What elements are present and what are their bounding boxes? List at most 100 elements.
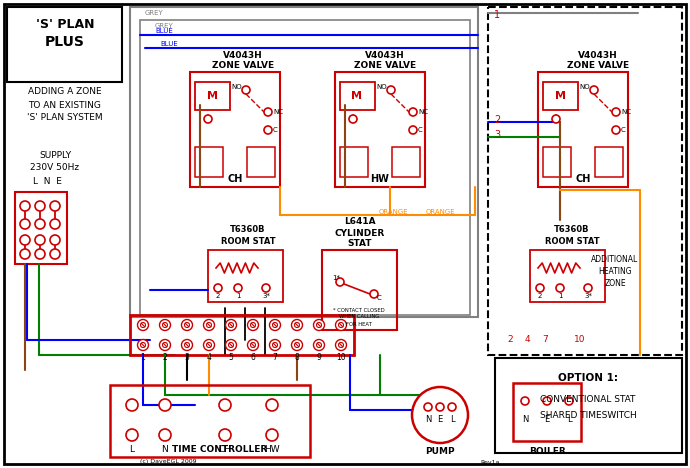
Text: C: C [377,295,382,301]
Text: 8: 8 [295,352,299,361]
Text: 230V 50Hz: 230V 50Hz [30,162,79,171]
Circle shape [159,429,171,441]
Text: 1: 1 [494,10,500,20]
Circle shape [20,201,30,211]
Circle shape [339,322,344,328]
Bar [140,20,470,315]
Circle shape [556,284,564,292]
Text: SHARED TIMESWITCH: SHARED TIMESWITCH [540,411,636,421]
Text: 6: 6 [250,352,255,361]
Circle shape [163,322,168,328]
Text: GREY: GREY [155,23,174,29]
Text: ORANGE: ORANGE [378,209,408,215]
Text: CONVENTIONAL STAT: CONVENTIONAL STAT [540,395,635,404]
Text: CH: CH [219,446,232,454]
Bar [595,147,623,177]
Circle shape [159,339,170,351]
Circle shape [273,322,277,328]
Text: FOR HEAT: FOR HEAT [346,322,372,327]
Circle shape [264,126,272,134]
Text: WHEN CALLING: WHEN CALLING [339,314,379,320]
Circle shape [335,320,346,330]
Text: GREY: GREY [145,10,164,16]
Bar [208,250,283,302]
Circle shape [264,108,272,116]
Text: NC: NC [418,109,428,115]
Circle shape [270,339,281,351]
Text: NO: NO [580,84,591,90]
Text: M: M [555,91,566,101]
Text: M: M [351,91,362,101]
Text: TO AN EXISTING: TO AN EXISTING [28,101,101,110]
Text: C: C [418,127,423,133]
Text: BLUE: BLUE [155,28,172,34]
Circle shape [50,235,60,245]
Text: V4043H: V4043H [578,51,618,59]
Text: HW: HW [371,174,389,184]
Text: 1: 1 [558,293,562,299]
Text: E: E [544,415,550,424]
Circle shape [206,322,212,328]
Text: ZONE VALVE: ZONE VALVE [567,60,629,70]
Text: ADDING A ZONE: ADDING A ZONE [28,88,102,96]
Bar [195,147,223,177]
Circle shape [219,399,231,411]
Bar [335,72,425,187]
Circle shape [339,343,344,348]
Text: L: L [130,446,135,454]
Text: 7: 7 [273,352,277,361]
Circle shape [409,108,417,116]
Circle shape [412,387,468,443]
Circle shape [234,284,242,292]
Text: Rev1a: Rev1a [480,460,500,465]
Text: ZONE: ZONE [604,279,626,288]
Bar [130,315,354,355]
Bar [7,7,122,82]
Circle shape [266,399,278,411]
Circle shape [336,278,344,286]
Circle shape [242,86,250,94]
Circle shape [50,219,60,229]
Circle shape [126,399,138,411]
Circle shape [20,235,30,245]
Text: ZONE VALVE: ZONE VALVE [354,60,416,70]
Text: * CONTACT CLOSED: * CONTACT CLOSED [333,307,385,313]
Text: CH: CH [227,174,243,184]
Text: SUPPLY: SUPPLY [39,151,71,160]
Bar [340,82,375,110]
Text: 2: 2 [538,293,542,299]
Circle shape [226,320,237,330]
Bar [340,147,368,177]
Text: PLUS: PLUS [45,35,85,49]
Text: 'S' PLAN: 'S' PLAN [36,19,95,31]
Text: CYLINDER: CYLINDER [335,228,385,237]
Text: M: M [206,91,217,101]
Text: ROOM STAT: ROOM STAT [221,236,275,246]
Text: ADDITIONAL: ADDITIONAL [591,256,639,264]
Circle shape [543,397,551,405]
Text: 4: 4 [524,336,530,344]
Text: 'S' PLAN SYSTEM: 'S' PLAN SYSTEM [27,112,103,122]
Circle shape [184,343,190,348]
Circle shape [159,320,170,330]
Circle shape [590,86,598,94]
Circle shape [20,249,30,259]
Circle shape [266,429,278,441]
Text: 10: 10 [574,336,586,344]
Circle shape [141,322,146,328]
Circle shape [35,201,45,211]
Text: 3*: 3* [262,293,270,299]
Text: 2: 2 [494,115,500,125]
Text: T6360B: T6360B [554,226,590,234]
Bar [543,82,578,110]
Bar [322,250,397,330]
Circle shape [349,115,357,123]
Text: 5: 5 [228,352,233,361]
Circle shape [228,322,233,328]
Circle shape [181,339,193,351]
Text: N: N [522,415,528,424]
Text: NO: NO [377,84,387,90]
Text: ROOM STAT: ROOM STAT [544,236,600,246]
Bar [543,147,571,177]
Text: V4043H: V4043H [223,51,263,59]
